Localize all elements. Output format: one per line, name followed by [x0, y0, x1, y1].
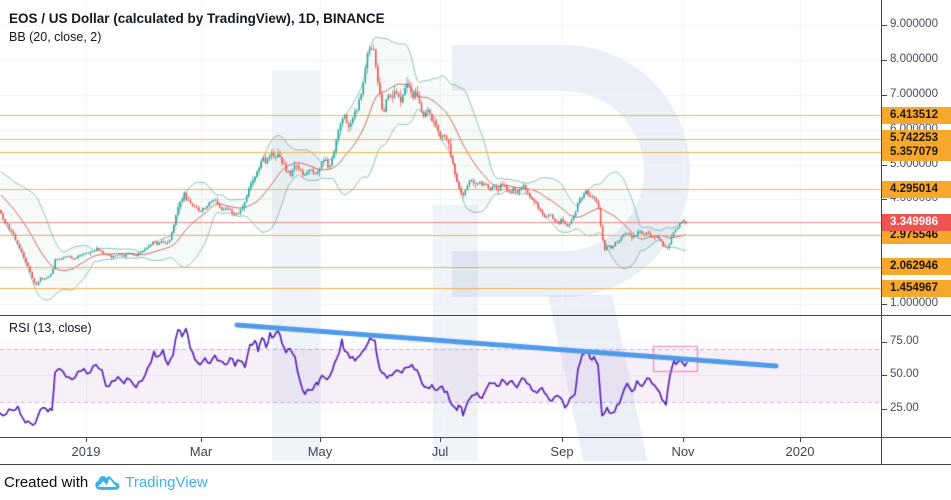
- chart-plot-area[interactable]: [0, 0, 881, 464]
- time-tick-mark: [440, 437, 441, 442]
- price-tick-mark: [882, 199, 887, 200]
- rsi-tick-mark: [882, 409, 887, 410]
- pane-separator[interactable]: [0, 315, 951, 316]
- rsi-tick-label: 50.00: [890, 368, 919, 380]
- rsi-tick-label: 25.00: [890, 402, 919, 414]
- time-axis-border: [0, 437, 951, 438]
- footer-brand[interactable]: TradingView: [125, 474, 208, 491]
- rsi-tick-mark: [882, 342, 887, 343]
- time-tick-label: Jul: [431, 444, 449, 459]
- price-axis-border: [881, 0, 882, 464]
- time-tick-mark: [683, 437, 684, 442]
- time-tick-label: Sep: [550, 444, 574, 459]
- price-level-badge: 5.357079: [882, 144, 951, 161]
- price-tick-label: 1.000000: [890, 297, 938, 309]
- time-tick-mark: [320, 437, 321, 442]
- price-tick-label: 5.000000: [890, 158, 938, 170]
- price-tick-mark: [882, 95, 887, 96]
- time-tick-label: 2019: [71, 444, 101, 459]
- price-tick-mark: [882, 304, 887, 305]
- time-tick-label: 2020: [785, 444, 815, 459]
- time-tick-label: Nov: [671, 444, 695, 459]
- chart-bottom-border: [0, 464, 951, 465]
- time-tick-mark: [201, 437, 202, 442]
- price-level-badge: 2.062946: [882, 258, 951, 275]
- price-tick-mark: [882, 25, 887, 26]
- bb-indicator-label[interactable]: BB (20, close, 2): [9, 30, 102, 44]
- rsi-indicator-label[interactable]: RSI (13, close): [9, 321, 92, 335]
- price-tick-mark: [882, 60, 887, 61]
- price-axis[interactable]: 9.000000 8.000000 7.000000 6.000000 5.000000…: [882, 0, 951, 315]
- time-tick-label: Mar: [189, 444, 213, 459]
- rsi-tick-mark: [882, 375, 887, 376]
- last-price-badge: 3.349986: [882, 214, 951, 231]
- footer: Created with TradingView: [0, 465, 951, 500]
- price-tick-mark: [882, 165, 887, 166]
- price-tick-label: 8.000000: [890, 53, 938, 65]
- time-tick-label: May: [307, 444, 333, 459]
- chart-title[interactable]: EOS / US Dollar (calculated by TradingVi…: [9, 11, 385, 26]
- price-tick-label: 9.000000: [890, 18, 938, 30]
- rsi-axis[interactable]: 75.00 50.00 25.00: [882, 315, 951, 437]
- price-tick-label: 7.000000: [890, 88, 938, 100]
- price-level-badge: 1.454967: [882, 280, 951, 297]
- price-level-badge: 2.975546: [882, 227, 951, 244]
- footer-created-with: Created with: [4, 474, 89, 491]
- time-axis[interactable]: 2019 Mar May Jul Sep Nov 2020: [0, 437, 881, 464]
- time-tick-mark: [86, 437, 87, 442]
- price-level-badge: 4.295014: [882, 181, 951, 198]
- time-tick-mark: [562, 437, 563, 442]
- price-level-badge: 6.413512: [882, 107, 951, 124]
- chart-legend: EOS / US Dollar (calculated by TradingVi…: [9, 9, 385, 46]
- rsi-tick-label: 75.00: [890, 335, 919, 347]
- tradingview-logo-icon[interactable]: [95, 475, 120, 490]
- price-level-badge: 5.742253: [882, 130, 951, 147]
- time-tick-mark: [800, 437, 801, 442]
